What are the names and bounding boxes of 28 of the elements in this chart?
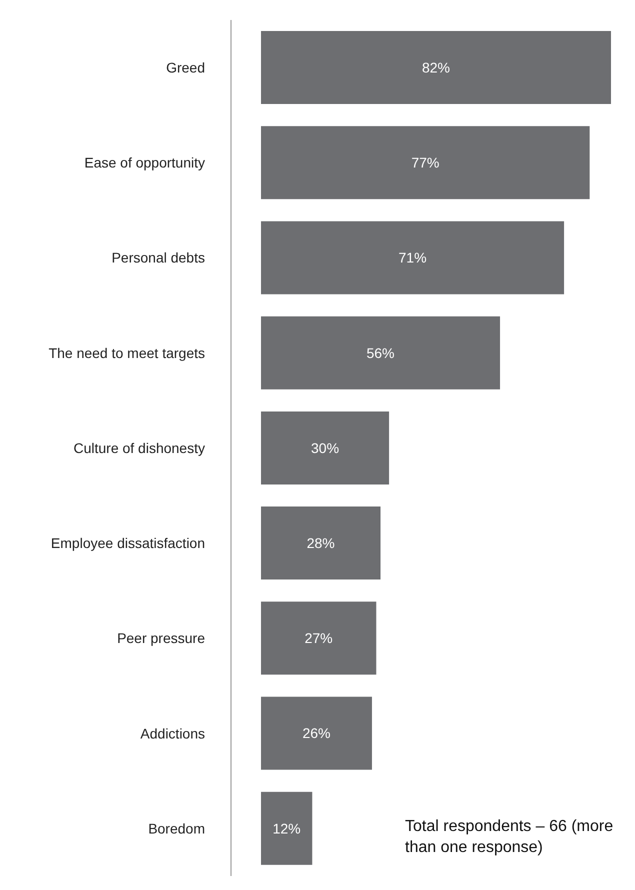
bar — [261, 411, 390, 484]
data-label: 26% — [302, 725, 331, 742]
bar — [261, 126, 590, 200]
y-tick-label: The need to meet targets — [48, 344, 205, 361]
data-label: 56% — [366, 344, 395, 361]
y-tick-label: Boredom — [148, 820, 205, 836]
y-tick-label: Employee dissatisfaction — [50, 535, 205, 552]
bar — [261, 31, 611, 104]
data-label: 77% — [411, 154, 440, 171]
y-tick-label: Personal debts — [112, 250, 205, 266]
bar — [261, 221, 564, 294]
bar — [261, 506, 381, 580]
bar — [261, 696, 372, 770]
data-label: 30% — [311, 440, 340, 456]
bar — [261, 792, 312, 865]
y-tick-label: Culture of dishonesty — [73, 440, 205, 456]
bar — [261, 316, 500, 390]
y-tick-label: Addictions — [140, 725, 205, 742]
data-label: 12% — [272, 820, 301, 836]
annotation: Total respondents – 66 (more than one response) — [405, 817, 614, 858]
y-tick-label: Peer pressure — [117, 630, 206, 646]
data-label: 27% — [304, 630, 333, 646]
bar — [261, 602, 376, 675]
data-label: 71% — [398, 250, 427, 266]
data-label: 28% — [306, 535, 335, 552]
data-label: 82% — [422, 59, 450, 76]
y-tick-label: Greed — [166, 60, 205, 76]
y-tick-label: Ease of opportunity — [84, 154, 205, 171]
